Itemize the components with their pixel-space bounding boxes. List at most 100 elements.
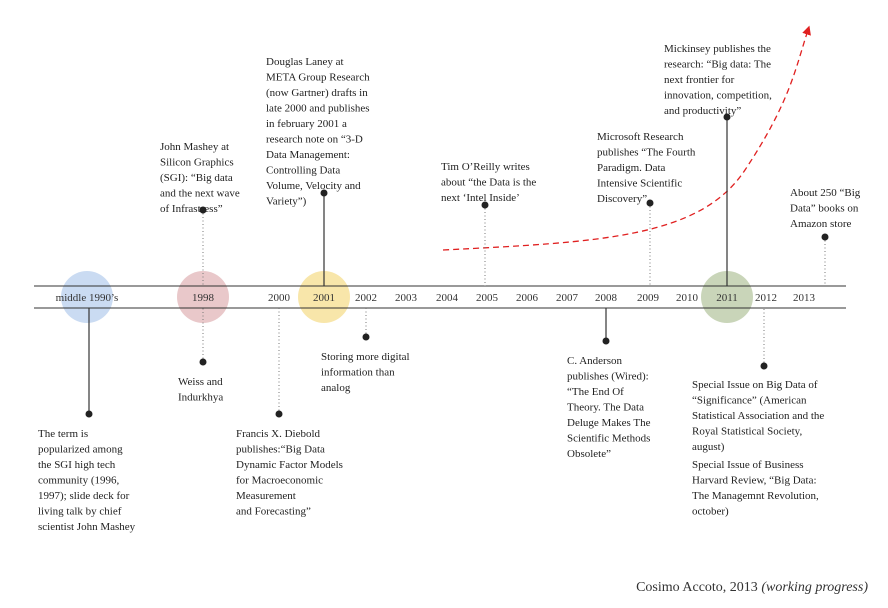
year-label: 2010 [676, 292, 699, 304]
event-line: Amazon store [790, 218, 852, 230]
event-line: (now Gartner) drafts in [266, 87, 368, 99]
event-text: Special Issue on Big Data of “Significanc… [692, 379, 824, 453]
event-line: Controlling Data [266, 165, 340, 177]
year-label: 2002 [355, 292, 377, 304]
event-text: About 250 “Big Data” books on Amazon store [790, 187, 861, 230]
trend-arrow [442, 25, 811, 251]
year-label: middle 1990’s [56, 292, 119, 304]
event-line: publishes:“Big Data [236, 444, 325, 456]
event-line: (SGI): “Big data [160, 172, 233, 184]
event-line: about “the Data is the [441, 177, 536, 189]
event-line: Data” books on [790, 203, 859, 215]
event-line: John Mashey at [160, 141, 229, 153]
event-line: Harvard Review, “Big Data: [692, 475, 817, 487]
event-line: next ‘Intel Inside’ [441, 192, 520, 204]
event-line: Microsoft Research [597, 131, 684, 143]
year-label: 2013 [793, 292, 816, 304]
event-line: research: “Big data: The [664, 59, 771, 71]
event-line: of Infrastress” [160, 203, 223, 215]
event-line: the SGI high tech [38, 459, 116, 471]
event-dot [199, 358, 207, 366]
event-text: Mickinsey publishes the research: “Big da… [664, 43, 772, 117]
event-dot [320, 189, 328, 197]
event-line: Silicon Graphics [160, 157, 234, 169]
event-line: About 250 “Big [790, 187, 861, 199]
event-line: next frontier for [664, 74, 735, 86]
event-line: Data Management: [266, 149, 350, 161]
event-line: “Significance” (American [692, 395, 807, 407]
year-label: 2012 [755, 292, 777, 304]
event-line: research note on “3-D [266, 134, 363, 146]
event-line: Special Issue on Big Data of [692, 379, 818, 391]
event-dot [723, 113, 731, 121]
credit-note: (working progress) [761, 580, 868, 595]
event-line: innovation, competition, [664, 90, 772, 102]
event-line: publishes (Wired): [567, 371, 649, 383]
event-text: John Mashey at Silicon Graphics (SGI): “Bi… [160, 141, 240, 215]
event-dot [85, 410, 93, 418]
event-dot [646, 199, 654, 207]
event-line: Royal Statistical Society, [692, 426, 802, 438]
credit-author: Cosimo Accoto, 2013 [636, 580, 758, 595]
event-dot [199, 206, 207, 214]
event-line: Mickinsey publishes the [664, 43, 771, 55]
event-line: Francis X. Diebold [236, 428, 321, 440]
year-label: 2001 [313, 292, 335, 304]
event-line: Deluge Makes The [567, 417, 651, 429]
event-line: analog [321, 382, 351, 394]
event-line: in february 2001 a [266, 118, 347, 130]
event-line: Statistical Association and the [692, 410, 824, 422]
highlight-circle [177, 271, 229, 323]
event-line: Tim O’Reilly writes [441, 161, 530, 173]
event-line: living talk by chief [38, 506, 122, 518]
event-text: Special Issue of Business Harvard Review,… [692, 459, 819, 518]
year-label: 1998 [192, 292, 215, 304]
event-dot [275, 410, 283, 418]
event-line: information than [321, 367, 395, 379]
event-line: Storing more digital [321, 351, 410, 363]
event-line: Measurement [236, 490, 296, 502]
event-text: Douglas Laney at META Group Research (now … [266, 56, 370, 208]
event-text: Microsoft Research publishes “The Fourth P… [597, 131, 696, 205]
event-text: Weiss and Indurkhya [178, 376, 223, 404]
event-line: The term is [38, 428, 88, 440]
event-line: and Forecasting” [236, 506, 311, 518]
year-label: 2009 [637, 292, 660, 304]
year-label: 2005 [476, 292, 499, 304]
event-line: Theory. The Data [567, 402, 644, 414]
event-dot [481, 201, 489, 209]
highlight-circle [701, 271, 753, 323]
year-label: 2004 [436, 292, 459, 304]
event-line: Douglas Laney at [266, 56, 344, 68]
event-dot [821, 233, 829, 241]
event-dot [760, 362, 768, 370]
event-text: Storing more digital information than anal… [321, 351, 410, 394]
event-line: Indurkhya [178, 392, 223, 404]
event-line: publishes “The Fourth [597, 147, 696, 159]
year-label: 2006 [516, 292, 539, 304]
event-line: and the next wave [160, 188, 240, 200]
event-line: Paradigm. Data [597, 162, 666, 174]
highlight-circle [298, 271, 350, 323]
year-label: 2003 [395, 292, 418, 304]
year-label: 2008 [595, 292, 618, 304]
event-line: Obsolete” [567, 448, 611, 460]
event-text: C. Anderson publishes (Wired): “The End Of… [567, 355, 651, 460]
event-line: late 2000 and publishes [266, 103, 370, 115]
event-line: Dynamic Factor Models [236, 459, 343, 471]
year-label: 2007 [556, 292, 579, 304]
event-line: Scientific Methods [567, 433, 650, 445]
event-line: october) [692, 506, 729, 518]
event-line: Weiss and [178, 376, 223, 388]
event-line: Discovery” [597, 193, 647, 205]
event-text: The term is popularized among the SGI high… [38, 428, 136, 533]
event-line: META Group Research [266, 72, 370, 84]
event-dot [362, 333, 370, 341]
event-line: Variety”) [266, 196, 307, 208]
year-label: 2000 [268, 292, 291, 304]
event-line: “The End Of [567, 386, 624, 398]
event-dot [602, 337, 610, 345]
event-line: C. Anderson [567, 355, 623, 367]
event-line: popularized among [38, 444, 123, 456]
